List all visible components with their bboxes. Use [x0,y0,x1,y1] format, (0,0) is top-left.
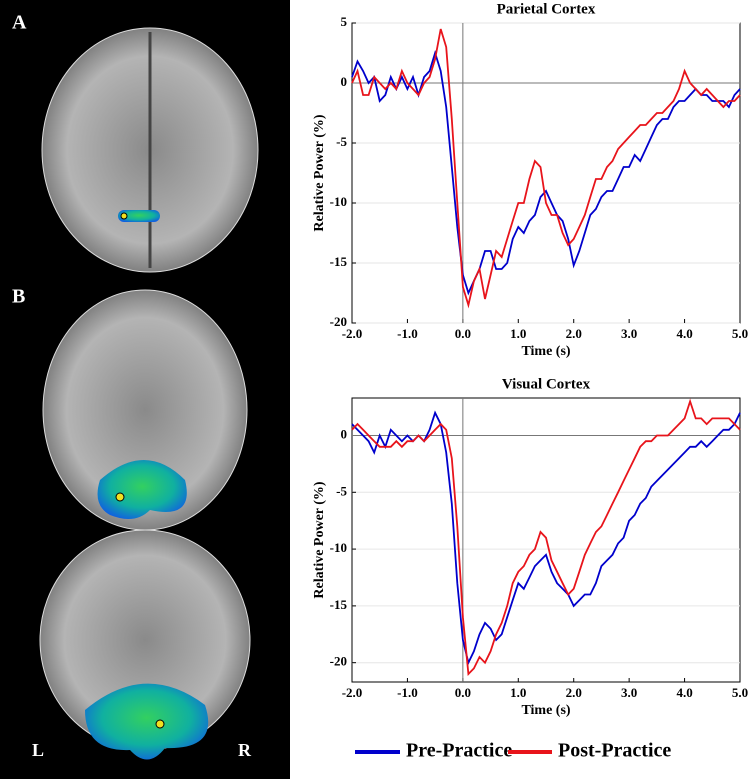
roi-blob [97,460,187,519]
x-tick-label: -1.0 [397,685,418,700]
x-tick-label: -2.0 [342,685,363,700]
y-tick-label: -20 [330,654,347,669]
y-tick-label: -15 [330,254,348,269]
series-line [351,49,741,296]
roi-blob [85,683,209,760]
roi-peak [155,719,165,729]
x-tick-label: 3.0 [621,326,637,341]
y-tick-label: -5 [336,483,347,498]
x-tick-label: 0.0 [455,685,471,700]
roi-peak [120,212,128,220]
x-tick-label: 4.0 [676,326,692,341]
y-tick-label: -20 [330,314,347,329]
x-tick-label: 0.0 [455,326,471,341]
roi-blob [118,210,160,222]
hemisphere-label: L [32,740,44,760]
x-tick-label: 2.0 [566,326,582,341]
y-tick-label: 5 [341,14,348,29]
plot-area [351,22,741,324]
series-line [351,28,741,309]
x-tick-label: -1.0 [397,326,418,341]
x-axis-label: Time (s) [521,703,570,718]
y-tick-label: 0 [341,74,348,89]
roi-peak [115,492,125,502]
y-tick-label: -15 [330,597,348,612]
x-tick-label: 5.0 [732,685,748,700]
series-line [351,398,741,677]
x-tick-label: 1.0 [510,685,526,700]
x-tick-label: 1.0 [510,326,526,341]
x-tick-label: -2.0 [342,326,363,341]
y-tick-label: -10 [330,540,347,555]
x-tick-label: 3.0 [621,685,637,700]
panel-label: A [12,12,27,34]
x-axis-label: Time (s) [521,344,570,359]
x-tick-label: 2.0 [566,685,582,700]
y-tick-label: 0 [341,426,348,441]
y-tick-label: -5 [336,134,347,149]
chart-title: Parietal Cortex [497,1,596,17]
hemisphere-label: R [238,740,252,760]
y-axis-label: Relative Power (%) [312,481,327,598]
x-tick-label: 4.0 [676,685,692,700]
y-tick-label: -10 [330,194,347,209]
legend-label: Post-Practice [558,740,671,762]
y-axis-label: Relative Power (%) [312,114,327,231]
legend-label: Pre-Practice [406,740,512,762]
chart-title: Visual Cortex [502,376,591,392]
x-tick-label: 5.0 [732,326,748,341]
panel-label: B [12,286,25,308]
